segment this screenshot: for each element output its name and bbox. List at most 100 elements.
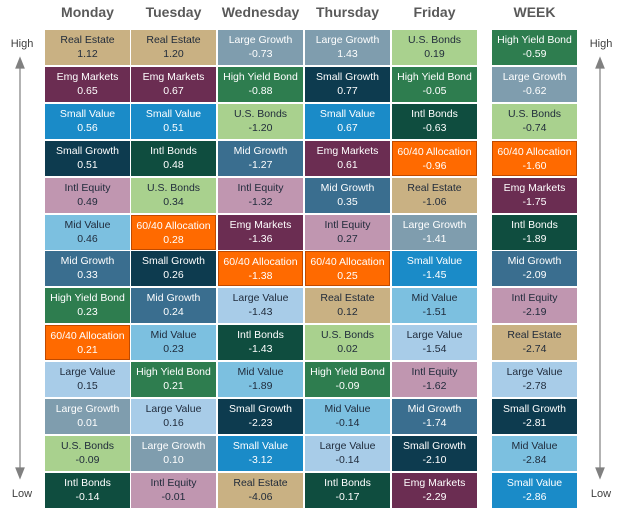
cell: Intl Equity -2.19 <box>492 288 577 324</box>
asset-name: Intl Bonds <box>511 218 558 231</box>
cell: Small Growth 0.26 <box>131 251 216 287</box>
return-value: 0.26 <box>163 269 184 282</box>
cell: High Yield Bond -0.59 <box>492 30 577 65</box>
asset-name: U.S. Bonds <box>60 439 115 452</box>
cell: Small Growth -2.23 <box>218 399 303 434</box>
cell: Small Value 0.51 <box>131 103 216 139</box>
asset-name: Small Value <box>506 476 563 489</box>
asset-name: Intl Equity <box>511 292 558 305</box>
cell: Intl Bonds 0.48 <box>131 140 216 176</box>
return-value: 0.21 <box>77 344 98 357</box>
cell: Small Growth 0.51 <box>45 140 130 176</box>
cell: Intl Equity 0.49 <box>45 177 130 213</box>
cell: Emg Markets -2.29 <box>392 472 477 508</box>
return-value: -2.10 <box>422 453 447 466</box>
return-value: -2.81 <box>522 417 547 429</box>
return-value: -3.12 <box>248 453 273 466</box>
asset-name: Large Value <box>232 292 289 305</box>
asset-name: Real Estate <box>60 34 115 46</box>
asset-name: Mid Value <box>237 366 284 379</box>
return-value: -1.74 <box>422 417 447 429</box>
return-value: 0.51 <box>77 158 98 171</box>
asset-name: High Yield Bond <box>136 366 211 379</box>
asset-name: Small Growth <box>141 255 205 268</box>
asset-name: Large Value <box>506 366 563 379</box>
asset-name: U.S. Bonds <box>233 107 288 120</box>
asset-name: U.S. Bonds <box>507 107 562 120</box>
return-value: -2.23 <box>248 417 273 429</box>
asset-name: High Yield Bond <box>223 70 298 83</box>
return-value: 0.77 <box>337 84 358 97</box>
return-value: 0.33 <box>77 269 98 282</box>
cell: Mid Growth -1.27 <box>218 140 303 176</box>
return-value: -4.06 <box>248 490 273 503</box>
asset-name: Small Growth <box>402 439 466 452</box>
asset-name: Large Value <box>319 439 376 452</box>
column-header: WEEK <box>513 4 556 20</box>
cell: Mid Value -1.51 <box>392 288 477 324</box>
asset-name: Large Value <box>406 329 463 342</box>
asset-name: Large Growth <box>402 218 467 231</box>
cell: Mid Growth 0.33 <box>45 251 130 287</box>
return-value: 0.49 <box>77 195 98 208</box>
asset-name: U.S. Bonds <box>146 181 201 194</box>
asset-name: Intl Bonds <box>411 107 458 120</box>
return-value: -0.09 <box>335 380 360 393</box>
cell: U.S. Bonds -0.74 <box>492 103 577 139</box>
return-value: -1.51 <box>422 306 447 319</box>
return-value: 0.56 <box>77 121 98 134</box>
return-value: 0.12 <box>337 306 358 319</box>
return-value: -1.43 <box>248 306 273 319</box>
asset-name: 60/40 Allocation <box>397 145 472 158</box>
asset-name: Small Value <box>145 107 202 120</box>
asset-name: Mid Growth <box>233 144 288 157</box>
return-value: 1.12 <box>77 48 98 60</box>
return-value: 0.19 <box>424 48 445 60</box>
cell: Emg Markets -1.75 <box>492 177 577 213</box>
asset-name: Intl Bonds <box>150 144 197 157</box>
return-value: 0.10 <box>163 453 184 466</box>
asset-name: Intl Equity <box>324 218 371 231</box>
asset-name: Large Growth <box>502 70 567 83</box>
cell: High Yield Bond -0.05 <box>392 66 477 102</box>
column-header: Thursday <box>315 4 379 20</box>
low-label: Low <box>590 488 612 500</box>
cell: 60/40 Allocation -1.38 <box>218 251 303 287</box>
asset-name: Mid Value <box>411 292 458 305</box>
cell: Large Growth -1.41 <box>392 214 477 250</box>
asset-name: Emg Markets <box>142 70 205 83</box>
return-value: 0.67 <box>163 84 184 97</box>
return-value: 0.27 <box>337 232 358 245</box>
asset-name: Real Estate <box>320 292 375 305</box>
cell: 60/40 Allocation 0.21 <box>45 325 130 361</box>
asset-name: Small Value <box>406 255 463 268</box>
asset-name: Intl Bonds <box>324 476 371 489</box>
cell: U.S. Bonds 0.02 <box>305 325 390 361</box>
asset-name: U.S. Bonds <box>320 329 375 342</box>
asset-name: Mid Value <box>511 439 558 452</box>
cell: High Yield Bond -0.88 <box>218 66 303 102</box>
asset-name: Mid Growth <box>507 255 562 268</box>
cell: Intl Bonds -0.63 <box>392 103 477 139</box>
cell: Large Value -1.54 <box>392 325 477 361</box>
return-value: 0.34 <box>163 195 184 208</box>
return-value: 0.15 <box>77 380 98 393</box>
asset-name: Large Growth <box>55 403 120 415</box>
return-value: -2.19 <box>522 306 547 319</box>
cell: Intl Bonds -0.17 <box>305 472 390 508</box>
return-value: -2.84 <box>522 453 547 466</box>
cell: High Yield Bond 0.21 <box>131 362 216 398</box>
return-value: 0.61 <box>337 158 358 171</box>
asset-name: Mid Growth <box>146 292 201 305</box>
return-value: 0.65 <box>77 84 98 97</box>
cell: Real Estate 0.12 <box>305 288 390 324</box>
return-value: 0.35 <box>337 195 358 208</box>
cell: Small Value -1.45 <box>392 251 477 287</box>
asset-name: 60/40 Allocation <box>50 330 125 343</box>
cell: Mid Value -0.14 <box>305 399 390 434</box>
return-value: -1.89 <box>248 380 273 393</box>
return-value: 0.46 <box>77 232 98 245</box>
column-header: Tuesday <box>145 4 202 20</box>
return-value: -0.09 <box>75 453 100 466</box>
